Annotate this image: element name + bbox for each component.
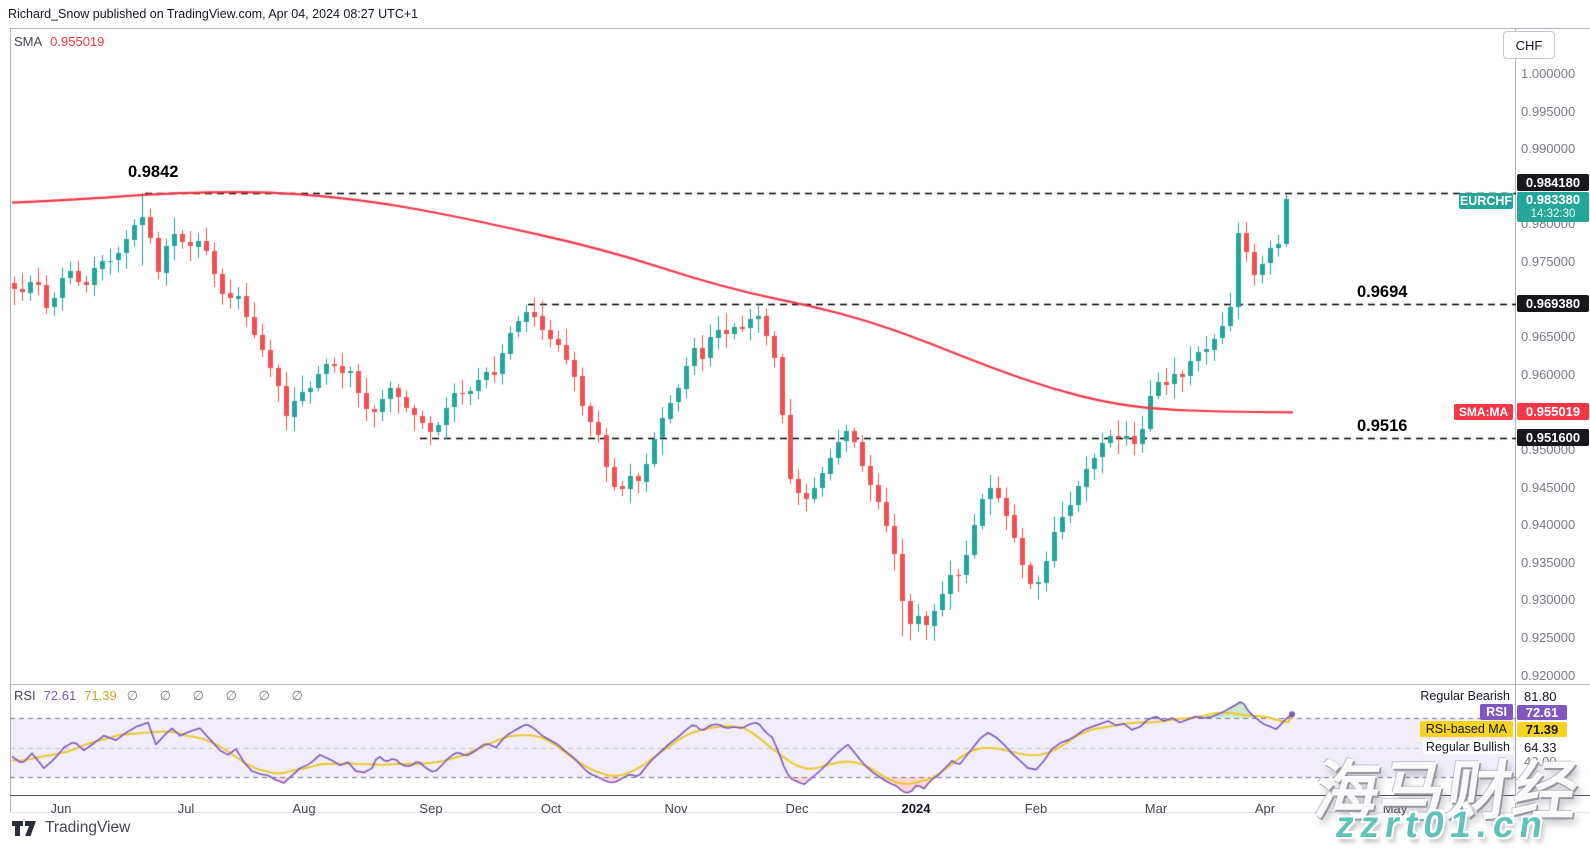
price-tick-label: 0.935000 bbox=[1521, 554, 1576, 570]
time-tick-label: Feb bbox=[1024, 801, 1048, 816]
price-tick-label: 0.960000 bbox=[1521, 366, 1576, 382]
price-tick-label: 0.965000 bbox=[1521, 329, 1576, 345]
rsi-row-label-text: Regular Bullish bbox=[1422, 740, 1513, 754]
time-tick-label: Mar bbox=[1144, 801, 1168, 816]
time-tick-label: Oct bbox=[540, 801, 562, 816]
time-tick-label: Apr bbox=[1254, 801, 1276, 816]
price-tick-label: 0.945000 bbox=[1521, 479, 1576, 495]
price-chart-canvas[interactable] bbox=[0, 28, 1516, 683]
chart-bottom-border bbox=[10, 812, 1590, 813]
rsi-legend-value: 72.61 bbox=[43, 688, 77, 703]
time-tick-label: 2024 bbox=[901, 801, 931, 816]
time-tick-label: Aug bbox=[292, 801, 316, 816]
sma-legend-value: 0.955019 bbox=[50, 34, 105, 49]
rsi-row-label: Regular Bullish bbox=[0, 740, 1513, 754]
price-tick-label: 0.925000 bbox=[1521, 630, 1576, 645]
price-tick-label: 0.930000 bbox=[1521, 592, 1576, 608]
rsi-row-label: Regular Bearish bbox=[0, 689, 1513, 703]
time-tick-label: Dec bbox=[785, 801, 809, 816]
time-tick-label: Jul bbox=[177, 801, 195, 816]
level-price-label: 0.9694 bbox=[1357, 283, 1408, 301]
rsi-chart-canvas[interactable] bbox=[0, 684, 1516, 795]
time-tick-label: Sep bbox=[419, 801, 443, 816]
rsi-row-label: RSI-based MA bbox=[0, 721, 1513, 737]
rsi-row-label-text: RSI bbox=[1480, 704, 1513, 720]
sma-legend-label: SMA bbox=[14, 34, 43, 49]
time-tick-label: Nov bbox=[664, 801, 688, 816]
price-tick-label: 0.995000 bbox=[1521, 103, 1576, 119]
time-axis-border bbox=[10, 795, 1590, 796]
tradingview-logo-text: TradingView bbox=[45, 819, 131, 836]
level-price-label: 0.9516 bbox=[1357, 417, 1408, 435]
time-tick-label: Jun bbox=[50, 801, 72, 816]
price-level-badge-mid: 0.969380 bbox=[1517, 295, 1589, 312]
last-price-badge: 0.983380 14:32:30 bbox=[1517, 192, 1589, 222]
rsi-row-label-text: Regular Bearish bbox=[1417, 689, 1513, 703]
price-tick-label: 1.000000 bbox=[1521, 66, 1576, 81]
time-tick-label: May bbox=[1382, 801, 1408, 816]
rsi-row-value: 81.80 bbox=[1524, 689, 1557, 704]
price-level-badge-low: 0.951600 bbox=[1517, 429, 1589, 446]
last-price: 0.983380 bbox=[1525, 192, 1581, 207]
price-tick-label: 0.940000 bbox=[1521, 517, 1576, 533]
price-tick-label: 0.920000 bbox=[1521, 667, 1576, 683]
rsi-ma-legend-value: 71.39 bbox=[84, 688, 117, 703]
rsi-row-value: 71.39 bbox=[1517, 722, 1567, 737]
rsi-row-label: RSI bbox=[0, 704, 1513, 720]
level-price-label: 0.9842 bbox=[128, 163, 179, 181]
watermark-site-url: zzrt01.cn bbox=[1333, 804, 1552, 845]
price-level-badge-high: 0.984180 bbox=[1517, 174, 1589, 191]
price-tick-label: 0.975000 bbox=[1521, 254, 1576, 269]
countdown-timer: 14:32:30 bbox=[1530, 208, 1576, 220]
tradingview-logo[interactable]: TradingView bbox=[12, 819, 130, 837]
rsi-row-label-text: RSI-based MA bbox=[1419, 721, 1513, 737]
attribution-text: Richard_Snow published on TradingView.co… bbox=[8, 7, 419, 21]
symbol-badge: EURCHF bbox=[1459, 193, 1513, 209]
rsi-empty-inputs: ∅ ∅ ∅ ∅ ∅ ∅ bbox=[126, 688, 312, 703]
tradingview-logo-icon bbox=[12, 820, 36, 836]
currency-toggle-button[interactable]: CHF bbox=[1503, 31, 1555, 59]
rsi-indicator-legend[interactable]: RSI 72.61 71.39 ∅ ∅ ∅ ∅ ∅ ∅ bbox=[14, 688, 312, 704]
rsi-row-value: 40.00 bbox=[1524, 754, 1557, 769]
sma-axis-label: SMA:MA bbox=[1454, 404, 1513, 420]
rsi-legend-label: RSI bbox=[14, 688, 36, 703]
sma-indicator-legend[interactable]: SMA 0.955019 bbox=[14, 34, 104, 49]
rsi-row-value: 72.61 bbox=[1517, 705, 1567, 720]
price-tick-label: 0.990000 bbox=[1521, 141, 1576, 157]
rsi-row-value: 64.33 bbox=[1524, 740, 1557, 755]
sma-axis-value-badge: 0.955019 bbox=[1517, 403, 1589, 420]
